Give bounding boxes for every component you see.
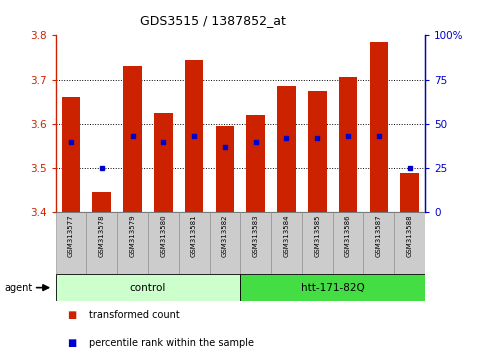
Text: GDS3515 / 1387852_at: GDS3515 / 1387852_at [140,14,285,27]
Bar [210,212,240,274]
Bar [117,212,148,274]
Text: ■: ■ [68,338,77,348]
Text: ■: ■ [68,310,77,320]
Bar [56,212,86,274]
Text: GSM313588: GSM313588 [407,214,412,257]
Bar [62,97,80,212]
Text: GSM313580: GSM313580 [160,214,166,257]
Bar [394,212,425,274]
Bar [179,212,210,274]
Bar [240,212,271,274]
Bar [56,274,241,301]
Text: GSM313578: GSM313578 [99,214,105,257]
Text: percentile rank within the sample: percentile rank within the sample [89,338,255,348]
Bar [154,113,172,212]
Bar [302,212,333,274]
Bar [123,67,142,212]
Text: GSM313584: GSM313584 [284,214,289,257]
Bar [185,60,203,212]
Text: GSM313582: GSM313582 [222,214,228,257]
Bar [92,193,111,212]
Bar [369,42,388,212]
Text: transformed count: transformed count [89,310,180,320]
Text: GSM313579: GSM313579 [129,214,136,257]
Bar [86,212,117,274]
Text: GSM313577: GSM313577 [68,214,74,257]
Text: GSM313585: GSM313585 [314,214,320,257]
Text: htt-171-82Q: htt-171-82Q [301,282,365,293]
Bar [339,78,357,212]
Bar [364,212,394,274]
Text: GSM313586: GSM313586 [345,214,351,257]
Text: GSM313587: GSM313587 [376,214,382,257]
Bar [308,91,327,212]
Text: agent: agent [5,282,33,293]
Bar [277,86,296,212]
Text: GSM313581: GSM313581 [191,214,197,257]
Bar [240,274,425,301]
Bar [400,172,419,212]
Bar [333,212,364,274]
Text: GSM313583: GSM313583 [253,214,259,257]
Text: control: control [130,282,166,293]
Bar [215,126,234,212]
Bar [246,115,265,212]
Bar [271,212,302,274]
Bar [148,212,179,274]
